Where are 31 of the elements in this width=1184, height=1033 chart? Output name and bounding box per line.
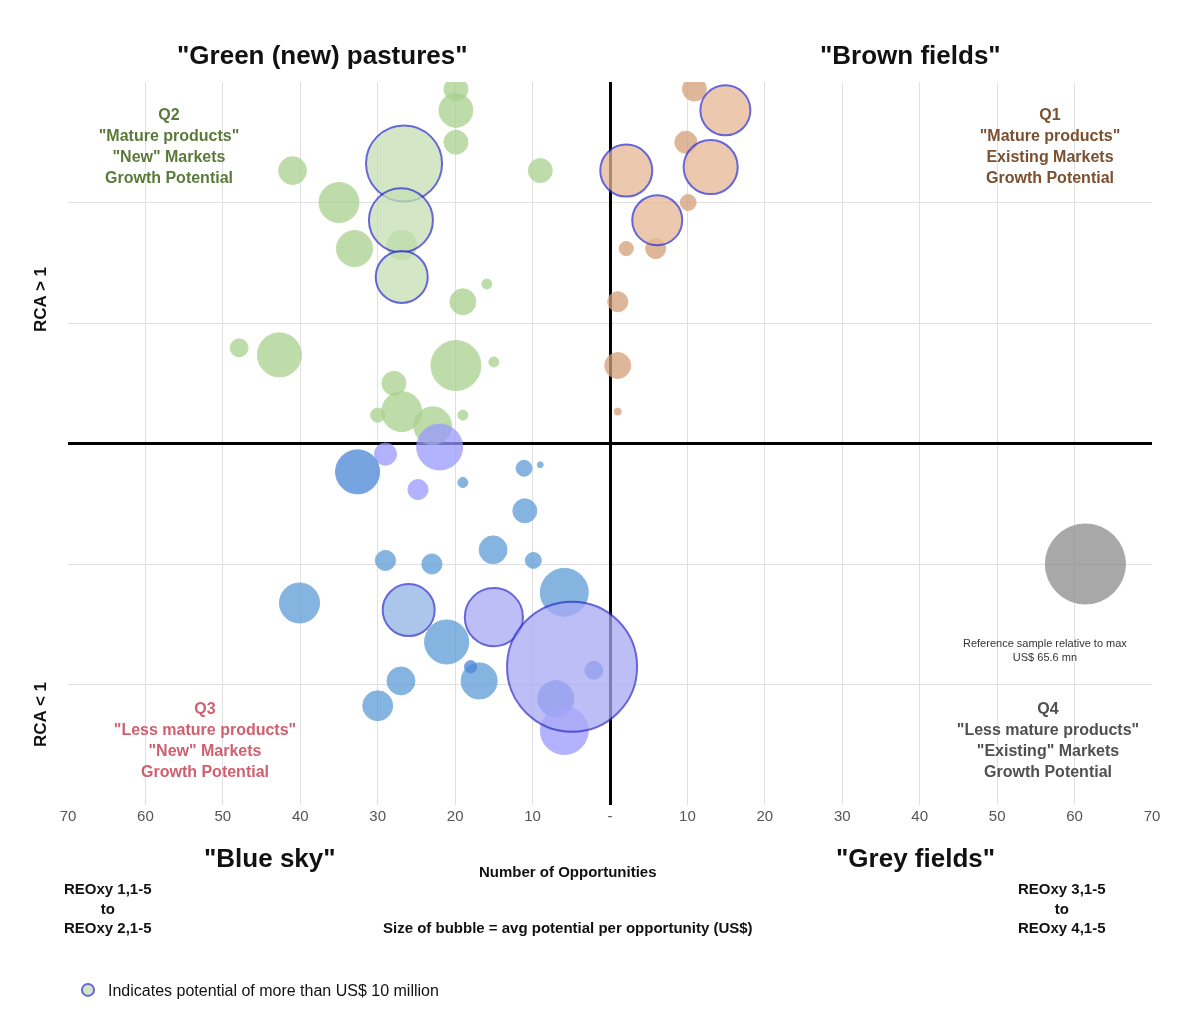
text: REOxy 3,1-5 to REOxy 4,1-5 [1018, 880, 1106, 936]
x-tick-label: 60 [1066, 807, 1083, 824]
x-tick-label: 20 [756, 807, 774, 824]
text: "Grey fields" [836, 843, 996, 873]
text: "Blue sky" [204, 843, 336, 873]
x-tick-label: 60 [137, 807, 154, 824]
text: RCA < 1 [31, 681, 50, 747]
text: RCA > 1 [31, 266, 50, 332]
x-tick-label: 50 [214, 807, 232, 824]
annotation: Q2 "Mature products" "New" Markets Growth Potential [98, 106, 240, 186]
legend-label: Indicates potential of more than US$ 10 million [108, 982, 439, 1000]
x-tick-label: 30 [833, 807, 851, 824]
x-axis-title: Number of Opportunities [479, 863, 657, 880]
text: REOxy 1,1-5 to REOxy 2,1-5 [64, 880, 152, 936]
x-tick-label: 20 [446, 807, 464, 824]
x-tick-label: 70 [59, 807, 77, 824]
x-tick-label: 40 [291, 807, 309, 824]
x-tick-label: 10 [679, 807, 696, 824]
x-tick-label: 30 [369, 807, 387, 824]
annotation: Q1 "Mature products" Existing Markets Growth Potential [979, 106, 1121, 186]
annotation: Q3 "Less mature products" "New" Markets Growth Potential [113, 700, 297, 780]
x-tick-label: 10 [524, 807, 541, 824]
x-tick-label: 40 [911, 807, 929, 824]
text: "Brown fields" [820, 40, 1001, 70]
x-tick-label: 50 [988, 807, 1006, 824]
x-tick-label: 70 [1143, 807, 1161, 824]
text: Size of bubble = avg potential per opportunity (US$) [383, 919, 753, 936]
annotation: Q4 "Less mature products" "Existing" Markets Growth Potential [956, 700, 1140, 780]
x-tick-label: - [607, 807, 613, 824]
text: "Green (new) pastures" [177, 40, 468, 70]
annotation: Reference sample relative to max US$ 65.6 mn [963, 637, 1128, 664]
